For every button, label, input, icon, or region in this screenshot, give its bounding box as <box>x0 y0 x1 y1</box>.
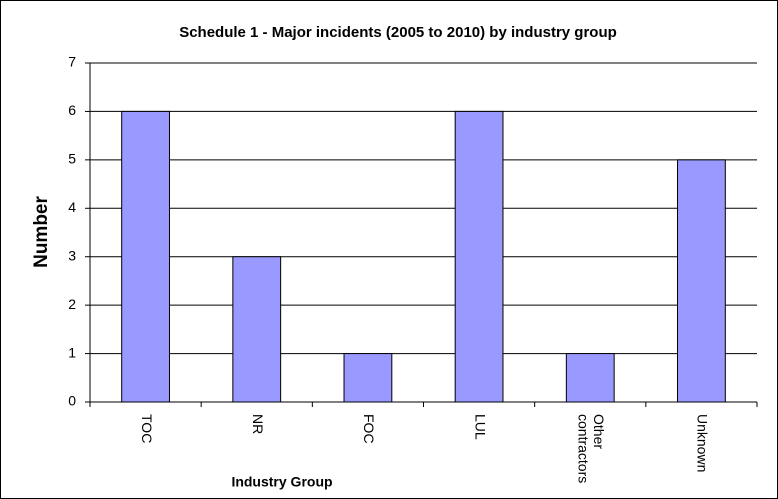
y-tick-label: 1 <box>68 344 76 360</box>
bar <box>232 256 282 403</box>
x-tick-label: Othercontractors <box>576 414 607 483</box>
y-tick-label: 0 <box>68 393 76 409</box>
x-tick-label: FOC <box>361 414 377 444</box>
y-tick-label: 2 <box>68 296 76 312</box>
x-tick-label: Unknown <box>695 414 711 472</box>
bar <box>454 110 504 403</box>
y-tick-label: 3 <box>68 247 76 263</box>
x-tick-label: NR <box>250 414 266 434</box>
bar <box>677 159 726 403</box>
chart-title: Schedule 1 - Major incidents (2005 to 20… <box>179 24 617 41</box>
y-tick-label: 5 <box>68 151 76 167</box>
bar <box>343 353 393 403</box>
x-tick-label: LUL <box>472 414 488 440</box>
y-tick-label: 4 <box>68 199 76 215</box>
bar <box>565 353 615 403</box>
y-tick-label: 7 <box>68 54 76 70</box>
y-tick-label: 6 <box>68 102 76 118</box>
x-tick-label: TOC <box>139 414 155 443</box>
x-axis-title: Industry Group <box>231 474 332 490</box>
bar <box>121 110 170 403</box>
y-axis-title: Number <box>31 196 52 268</box>
